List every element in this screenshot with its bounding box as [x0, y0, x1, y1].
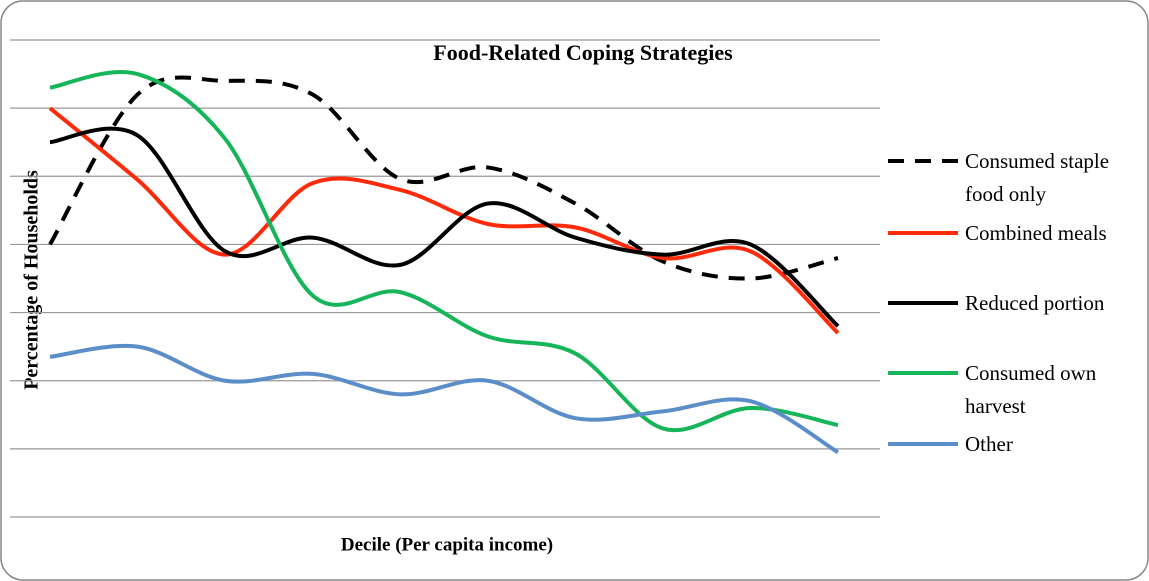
- series-line: [49, 70, 839, 432]
- legend-label: Reduced portion: [965, 291, 1105, 315]
- legend-label: Consumed staple food only: [965, 149, 1110, 206]
- y-axis-title: Percentage of Households: [21, 170, 43, 390]
- series-line: [49, 343, 840, 454]
- legend-label: Other: [965, 432, 1013, 456]
- x-axis-title: Decile (Per capita income): [341, 534, 553, 555]
- legend-label: Combined meals: [965, 221, 1107, 245]
- legend-label: Consumed own harvest: [965, 361, 1097, 418]
- series-line: [49, 126, 840, 328]
- series-line: [48, 106, 840, 335]
- chart-title: Food-Related Coping Strategies: [433, 40, 733, 65]
